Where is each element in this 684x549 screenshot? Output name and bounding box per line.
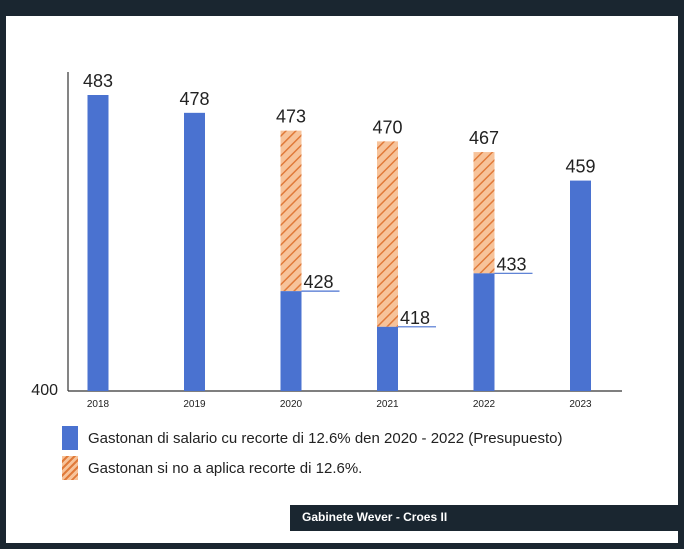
bar-solid-2019 [184,112,205,391]
legend-label-hatched: Gastonan si no a aplica recorte di 12.6%… [88,459,363,477]
footer-text: Gabinete Wever - Croes II [302,510,448,524]
bar-top-label-2020: 473 [276,107,306,127]
footer-bar: Gabinete Wever - Croes II [290,505,678,531]
top-bar [0,0,684,16]
legend-swatch-solid [62,426,78,450]
bar-top-label-2019: 478 [179,89,209,109]
bar-solid-2021 [377,326,398,391]
x-tick-label-2019: 2019 [183,399,206,410]
bar-inner-label-2022: 433 [497,254,527,274]
bar-solid-2020 [280,291,302,391]
legend-label-solid: Gastonan di salario cu recorte di 12.6% … [88,429,563,447]
legend-item-solid: Gastonan di salario cu recorte di 12.6% … [62,423,562,453]
bar-top-label-2022: 467 [469,128,499,148]
x-tick-label-2020: 2020 [280,399,303,410]
bar-inner-label-2021: 418 [400,308,430,328]
bar-solid-2022 [473,273,495,391]
legend-swatch-hatched [62,456,78,480]
bar-hatched-2020 [280,130,302,292]
x-tick-label-2023: 2023 [569,399,592,410]
bar-solid-2018 [87,95,109,391]
bar-hatched-2021 [377,141,398,327]
x-tick-label-2018: 2018 [87,399,110,410]
x-tick-label-2021: 2021 [376,399,399,410]
bar-top-label-2021: 470 [372,117,402,137]
bar-hatched-2022 [473,152,495,274]
legend: Gastonan di salario cu recorte di 12.6% … [62,423,562,483]
bar-top-label-2023: 459 [565,157,595,177]
bar-inner-label-2020: 428 [304,272,334,292]
x-tick-label-2022: 2022 [473,399,496,410]
legend-item-hatched: Gastonan si no a aplica recorte di 12.6%… [62,453,562,483]
bar-top-label-2018: 483 [83,71,113,91]
bars-group: 483 2018 478 2019 473 428 2020 470 418 2021 467 433… [83,71,596,410]
y-tick-label: 400 [31,382,58,399]
bar-solid-2023 [570,180,591,391]
chart-area: 400 483 2018 478 2019 473 428 2020 470 418 2021 46… [31,71,622,410]
